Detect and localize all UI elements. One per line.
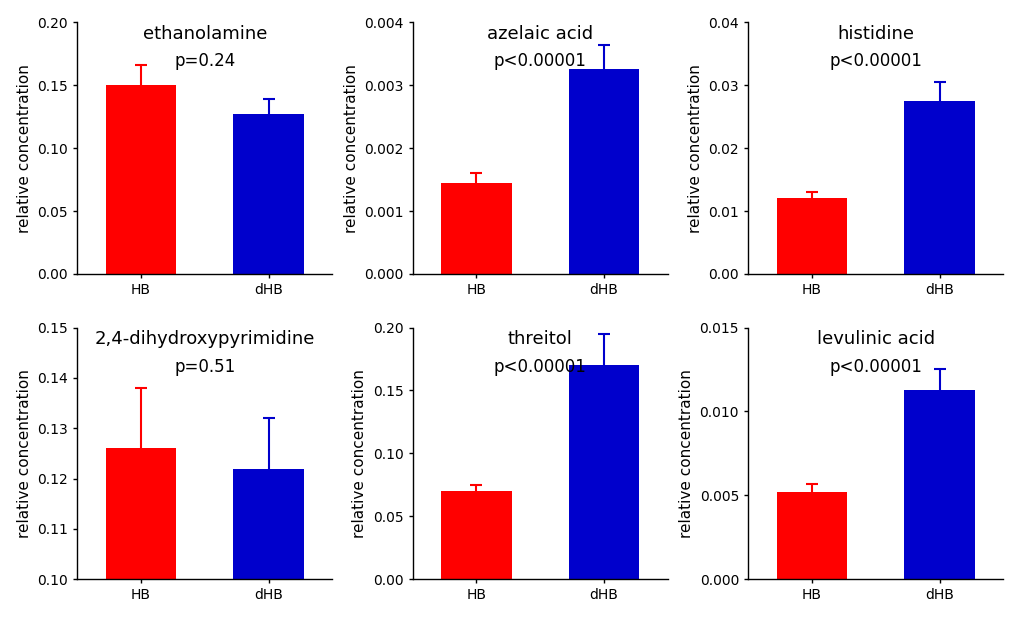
Y-axis label: relative concentration: relative concentration (679, 369, 693, 538)
Bar (776, 199, 846, 274)
Text: threitol: threitol (507, 330, 572, 348)
Bar (106, 448, 176, 579)
Bar (569, 69, 639, 274)
Text: p<0.00001: p<0.00001 (828, 53, 921, 71)
Y-axis label: relative concentration: relative concentration (352, 369, 367, 538)
Text: ethanolamine: ethanolamine (143, 25, 267, 43)
Text: histidine: histidine (837, 25, 913, 43)
Bar (904, 389, 974, 579)
Y-axis label: relative concentration: relative concentration (687, 64, 702, 233)
Text: p<0.00001: p<0.00001 (493, 358, 586, 376)
Text: p=0.24: p=0.24 (174, 53, 235, 71)
Bar (776, 492, 846, 579)
Text: p<0.00001: p<0.00001 (828, 358, 921, 376)
Bar (441, 183, 511, 274)
Text: 2,4-dihydroxypyrimidine: 2,4-dihydroxypyrimidine (95, 330, 315, 348)
Text: azelaic acid: azelaic acid (487, 25, 593, 43)
Y-axis label: relative concentration: relative concentration (16, 369, 32, 538)
Text: p=0.51: p=0.51 (174, 358, 235, 376)
Bar (233, 469, 304, 579)
Bar (569, 365, 639, 579)
Text: levulinic acid: levulinic acid (816, 330, 933, 348)
Bar (106, 85, 176, 274)
Y-axis label: relative concentration: relative concentration (16, 64, 32, 233)
Text: p<0.00001: p<0.00001 (493, 53, 586, 71)
Bar (904, 101, 974, 274)
Bar (441, 491, 511, 579)
Bar (233, 114, 304, 274)
Y-axis label: relative concentration: relative concentration (343, 64, 358, 233)
